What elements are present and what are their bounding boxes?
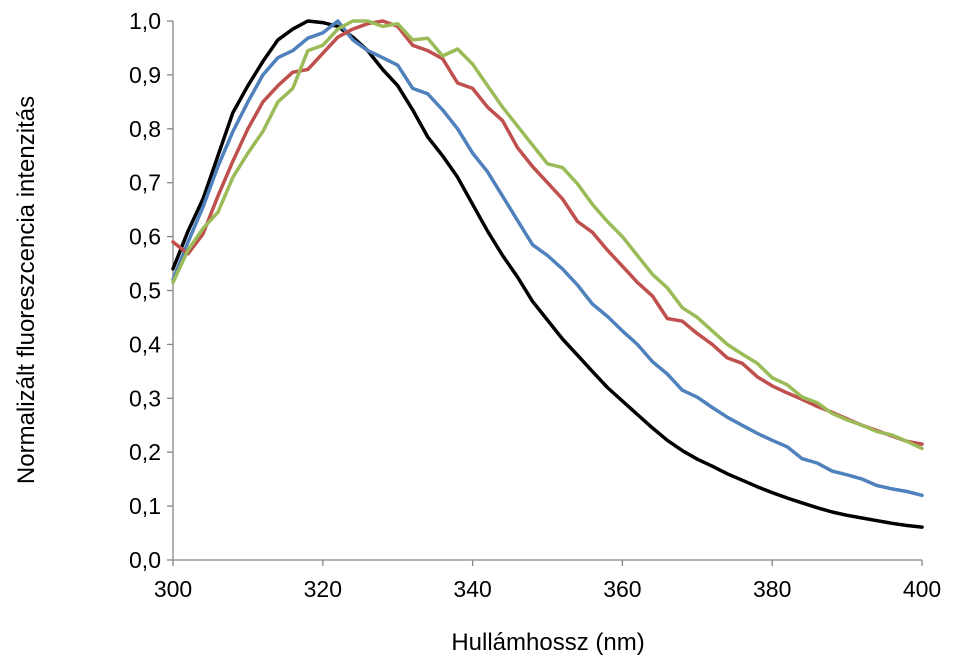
y-axis-ticks: 0,0 0,1 0,2 0,3 0,4 0,5 0,6 0,7 0,8 0,9 1,0 — [129, 8, 173, 573]
y-tick-label: 0,6 — [129, 224, 161, 250]
y-tick-label: 0,2 — [129, 439, 161, 465]
x-axis-title: Hullámhossz (nm) — [451, 629, 644, 656]
y-tick-label: 0,3 — [129, 385, 161, 411]
y-tick-label: 0,0 — [129, 547, 161, 573]
x-axis-ticks: 300 320 340 360 380 400 — [154, 560, 941, 602]
y-tick-label: 0,9 — [129, 62, 161, 88]
x-tick-label: 300 — [154, 576, 192, 602]
series-line-1 — [171, 19, 924, 529]
x-tick-label: 360 — [603, 576, 641, 602]
y-tick-label: 0,7 — [129, 170, 161, 196]
y-axis-title: Normalizált fluoreszcencia intenzitás — [13, 96, 40, 484]
y-tick-label: 0,1 — [129, 493, 161, 519]
series-line-2 — [171, 19, 924, 498]
series-layer — [171, 19, 924, 529]
x-tick-label: 340 — [453, 576, 491, 602]
series-line-3 — [171, 19, 924, 446]
y-tick-label: 0,8 — [129, 116, 161, 142]
x-tick-label: 400 — [903, 576, 941, 602]
series-line-4 — [171, 19, 924, 451]
x-tick-label: 320 — [304, 576, 342, 602]
x-tick-label: 380 — [753, 576, 791, 602]
y-tick-label: 0,4 — [129, 331, 161, 357]
y-tick-label: 0,5 — [129, 278, 161, 304]
y-tick-label: 1,0 — [129, 8, 161, 34]
